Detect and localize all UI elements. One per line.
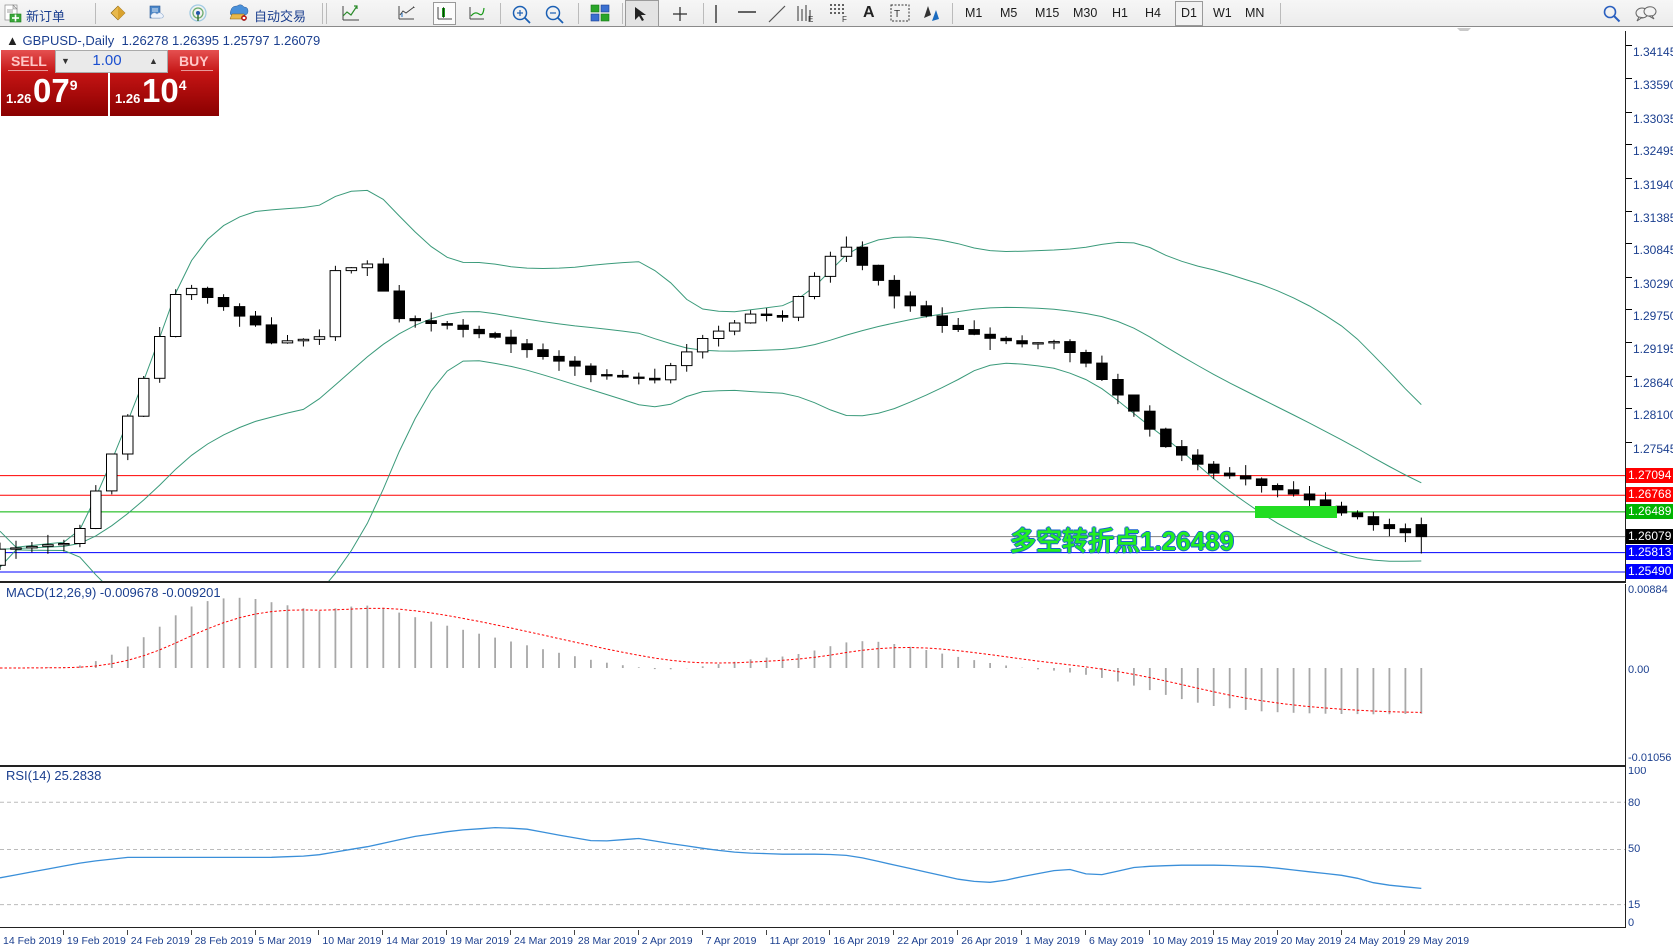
svg-text:T: T	[894, 9, 900, 20]
svg-text:F: F	[842, 15, 847, 23]
svg-text:E: E	[808, 15, 813, 23]
